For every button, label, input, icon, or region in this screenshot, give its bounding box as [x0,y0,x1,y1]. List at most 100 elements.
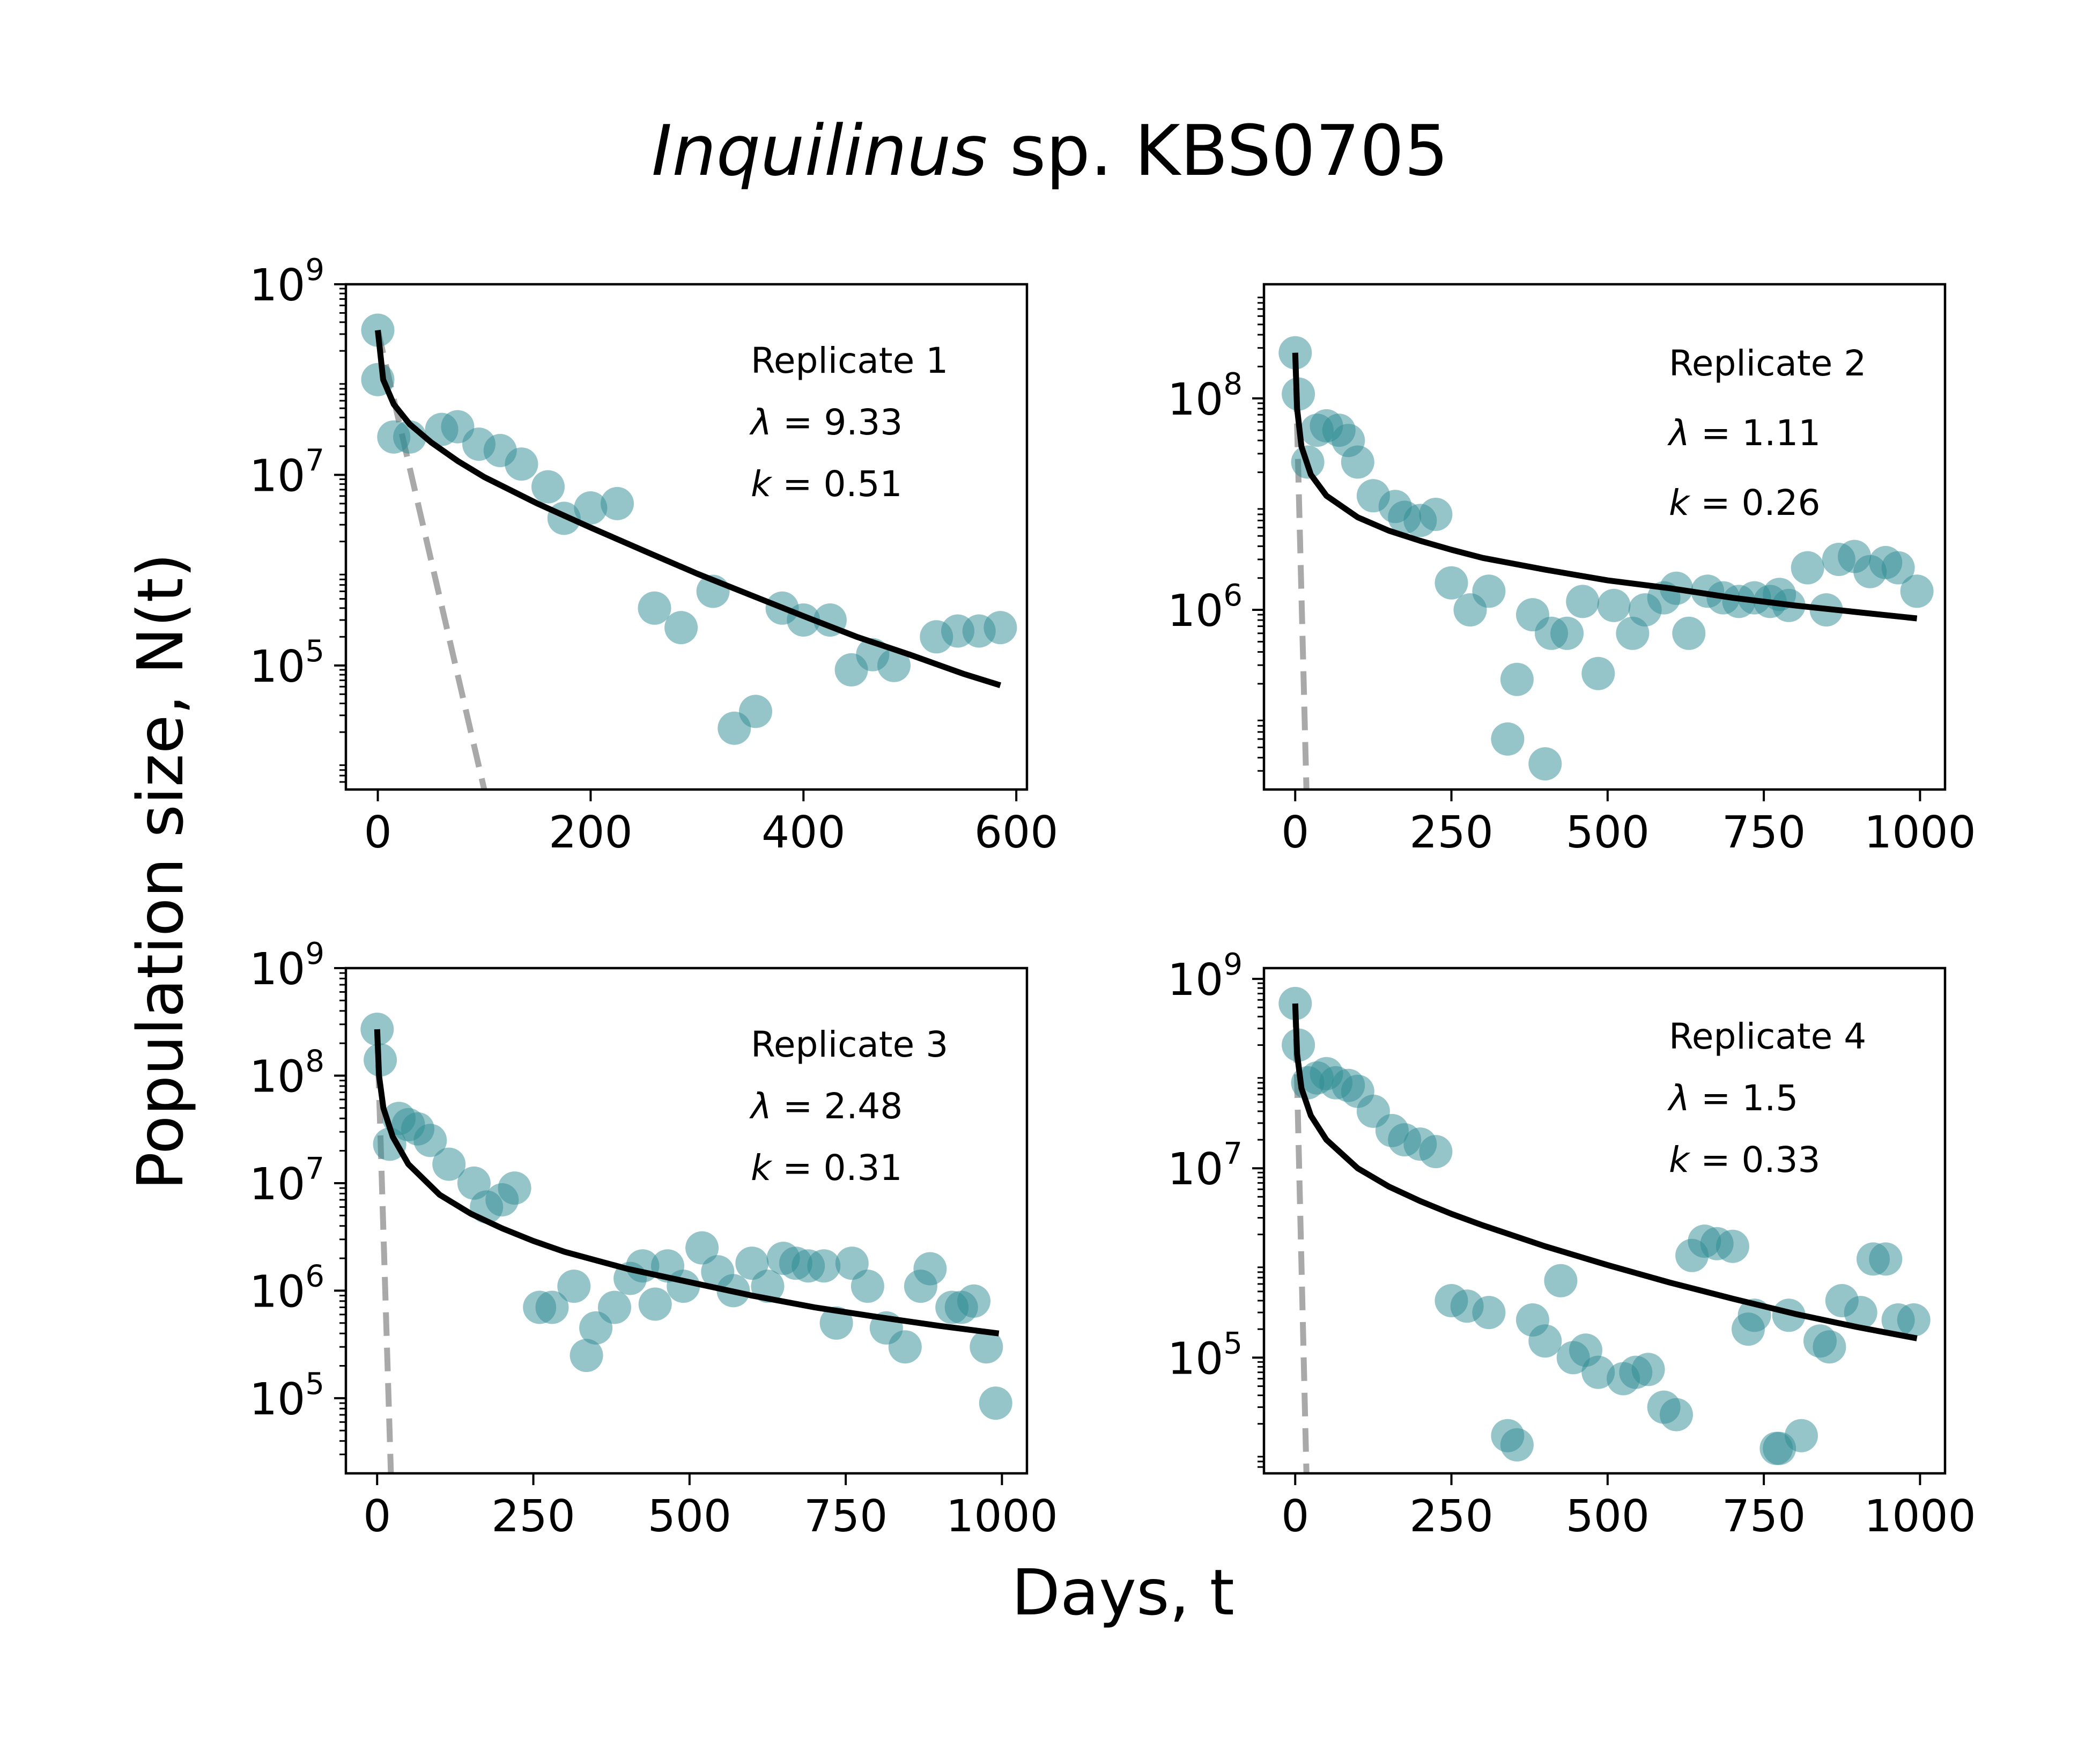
y-tick-label: 107 [1167,1137,1243,1195]
x-tick-label: 0 [1281,807,1309,858]
axes-frame [344,283,1029,791]
plot-area [1278,336,1934,790]
data-point [598,1290,631,1324]
data-point [1491,722,1525,756]
axes-frame [344,966,1029,1475]
lambda-annotation: λ = 9.33 [749,402,903,443]
data-point [1419,1135,1453,1169]
data-point [1419,498,1453,531]
replicate-label: Replicate 4 [1669,1016,1866,1057]
plot-area [361,313,1017,790]
panel-4: 0 250 500 750 1000 105 107 109 Replicate 4 λ = 1.… [1167,947,1976,1542]
lambda-annotation: λ = 1.5 [1667,1078,1798,1119]
data-point [979,1386,1012,1420]
x-tick-label: 1000 [1864,1491,1976,1542]
data-point [888,1330,922,1364]
x-tick-label: 0 [363,1491,391,1542]
y-tick-label: 109 [1167,947,1243,1006]
data-point [1813,1330,1846,1364]
data-point [877,648,911,682]
data-point [1581,656,1615,690]
y-tick-label: 109 [249,936,324,995]
data-point [505,447,538,481]
lambda-annotation: λ = 1.11 [1667,412,1821,454]
replicate-label: Replicate 2 [1669,343,1866,384]
data-point [1881,551,1915,585]
k-annotation: k = 0.31 [751,1147,902,1189]
data-point [1897,1303,1931,1337]
data-point [957,1284,990,1318]
plot-area [360,1013,1012,1473]
data-point [913,1252,947,1286]
y-tick-label: 105 [249,634,324,692]
data-point [1566,585,1600,618]
data-point [1528,747,1562,781]
data-point [1500,662,1534,696]
y-tick-label: 105 [1167,1326,1243,1384]
x-tick-label: 0 [1281,1491,1309,1542]
x-tick-label: 600 [974,807,1059,858]
fit-curve [1292,352,1918,622]
data-point [851,1270,884,1303]
data-point [1597,588,1631,622]
x-tick-label: 500 [648,1491,732,1542]
lambda-annotation: λ = 2.48 [749,1086,903,1127]
panel-1: 0 200 400 600 105 107 109 Replicate 1 λ = 9.33 k … [249,253,1058,858]
data-point [638,591,671,625]
x-tick-label: 1000 [946,1491,1058,1542]
x-tick-label: 750 [1722,807,1806,858]
plot-area [1278,987,1931,1473]
k-annotation: k = 0.33 [1669,1139,1820,1180]
y-tick-label: 106 [249,1259,324,1317]
data-point [557,1270,591,1303]
data-point [1544,1264,1578,1297]
x-tick-label: 200 [549,807,633,858]
data-point [531,470,565,504]
data-point [601,486,634,520]
data-point [1500,1428,1534,1462]
data-point [739,695,772,728]
x-tick-label: 400 [761,807,846,858]
replicate-label: Replicate 1 [751,340,948,381]
data-point [1791,551,1824,585]
k-annotation: k = 0.26 [1669,482,1820,523]
figure-title-rest: sp. KBS0705 [987,110,1449,191]
y-axis-title: Population size, N(t) [123,553,197,1190]
panel-3: 0 250 500 750 1000 105 106 107 108 109 Replicate 3… [249,936,1058,1542]
y-tick-label: 107 [249,443,324,501]
data-point [1716,1229,1749,1263]
x-tick-label: 250 [1409,1491,1493,1542]
data-point [1341,445,1374,479]
k-annotation: k = 0.51 [751,463,902,505]
y-tick-label: 108 [1167,367,1243,425]
x-tick-label: 250 [491,1491,575,1542]
replicate-label: Replicate 3 [751,1024,948,1065]
data-point [1550,616,1584,650]
x-tick-label: 500 [1566,1491,1650,1542]
data-point [638,1287,672,1321]
data-point [535,1290,569,1324]
y-tick-label: 107 [249,1152,324,1210]
data-point [1869,1242,1903,1276]
data-point [1631,1353,1665,1386]
data-point [970,1330,1003,1364]
data-point [1672,616,1706,650]
data-point [1528,1324,1562,1358]
data-point [1660,1398,1693,1432]
axes-frame [1262,966,1947,1475]
y-tick-label: 106 [1167,578,1243,637]
data-point [1900,574,1934,608]
data-point [413,1124,447,1157]
data-point [664,611,698,645]
y-tick-label: 105 [249,1367,324,1425]
reference-decay-line [374,1029,394,1473]
data-point [807,1249,841,1283]
x-tick-label: 0 [364,807,391,858]
axes-frame [1262,283,1947,791]
fit-curve [1292,1003,1918,1341]
x-tick-label: 1000 [1864,807,1976,858]
x-tick-label: 500 [1566,807,1650,858]
x-tick-label: 250 [1409,807,1493,858]
fit-curve [374,1029,1000,1337]
